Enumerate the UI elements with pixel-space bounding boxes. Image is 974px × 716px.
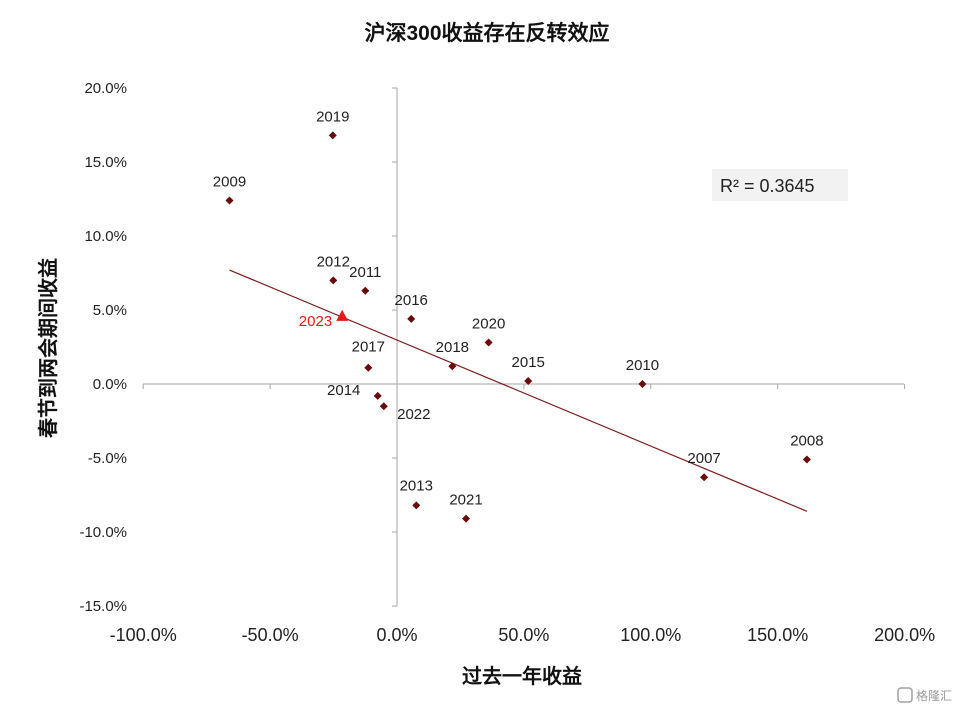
point-label-2019: 2019	[316, 108, 349, 125]
watermark: 格隆汇	[897, 687, 952, 703]
r-squared-background	[712, 169, 848, 201]
data-point-2023	[336, 309, 349, 321]
data-point-2017	[364, 363, 373, 372]
point-label-2023: 2023	[299, 313, 332, 330]
data-point-2007	[700, 473, 709, 482]
x-tick-label: 200.0%	[874, 625, 935, 645]
data-point-2012	[329, 276, 338, 285]
data-point-2020	[484, 338, 493, 347]
point-label-2017: 2017	[352, 339, 385, 356]
trendline-layer	[229, 269, 808, 512]
axes-layer: -15.0% -10.0% -5.0% 0.0% 5.0% 10.0% 15.0% 20.0%…	[79, 80, 935, 645]
y-tick-label: 5.0%	[93, 302, 127, 319]
r-squared-box: R² = 0.3645	[712, 169, 848, 201]
x-tick-label: -50.0%	[242, 625, 299, 645]
point-label-2015: 2015	[512, 354, 545, 371]
data-point-2010	[638, 380, 647, 388]
y-tick-label: 20.0%	[84, 80, 127, 97]
x-tick-label: 50.0%	[498, 625, 549, 645]
r-squared-label: R² = 0.3645	[720, 176, 815, 196]
data-point-2019	[328, 131, 337, 140]
data-point-2009	[225, 196, 234, 205]
chart-title: 沪深300收益存在反转效应	[364, 21, 609, 45]
point-label-2007: 2007	[687, 450, 720, 467]
data-point-2008	[802, 455, 811, 464]
y-tick-label: 0.0%	[93, 376, 127, 393]
x-tick-label: -100.0%	[110, 625, 177, 645]
watermark-logo-icon	[897, 687, 913, 703]
point-label-2009: 2009	[213, 173, 246, 190]
x-tick-label: 0.0%	[376, 625, 417, 645]
watermark-text: 格隆汇	[916, 688, 952, 703]
data-point-2016	[407, 314, 416, 323]
point-label-2020: 2020	[472, 316, 505, 333]
point-label-2008: 2008	[790, 432, 823, 449]
trendline	[229, 269, 808, 512]
y-tick-label: 10.0%	[84, 228, 127, 245]
point-label-2013: 2013	[400, 477, 433, 494]
point-label-2012: 2012	[317, 253, 350, 270]
point-label-2016: 2016	[395, 292, 428, 309]
point-label-2010: 2010	[626, 357, 659, 374]
data-point-2022	[379, 402, 388, 411]
data-point-2018	[448, 362, 457, 371]
point-label-2011: 2011	[349, 264, 381, 281]
y-tick-label: -10.0%	[79, 524, 127, 541]
data-point-2021	[462, 514, 471, 523]
data-point-2014	[373, 391, 382, 400]
data-point-2013	[412, 501, 421, 510]
data-point-2011	[361, 286, 370, 295]
x-tick-label: 100.0%	[620, 625, 681, 645]
y-tick-label: 15.0%	[84, 154, 127, 171]
point-label-2021: 2021	[449, 492, 482, 509]
point-label-2018: 2018	[436, 339, 469, 356]
x-axis-title: 过去一年收益	[462, 664, 582, 688]
point-label-2022: 2022	[397, 406, 430, 423]
y-tick-label: -15.0%	[79, 598, 127, 615]
x-tick-label: 150.0%	[747, 625, 808, 645]
point-label-2014: 2014	[327, 382, 360, 399]
data-point-2015	[524, 377, 533, 386]
y-axis-title: 春节到两会期间收益	[36, 258, 60, 439]
y-tick-label: -5.0%	[88, 450, 127, 467]
